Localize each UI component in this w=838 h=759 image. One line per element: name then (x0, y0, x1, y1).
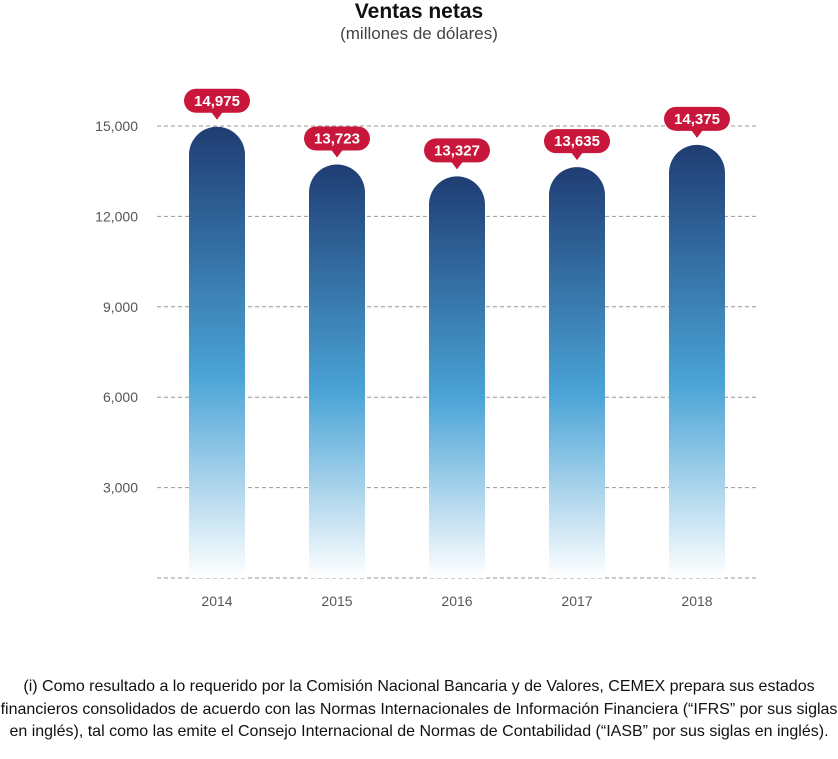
data-label-text: 13,327 (434, 142, 480, 159)
data-label-text: 14,975 (194, 93, 240, 110)
data-label-pointer (331, 149, 343, 158)
x-tick-label: 2016 (441, 593, 472, 609)
data-label-bubble (424, 138, 490, 163)
y-tick-label: 3,000 (103, 480, 138, 496)
data-label: 13,635 (544, 129, 610, 161)
data-label-pointer (451, 161, 463, 170)
data-label-bubble (304, 126, 370, 151)
y-tick-label: 12,000 (95, 208, 138, 224)
x-tick-label: 2014 (201, 593, 232, 609)
x-tick-label: 2017 (561, 593, 592, 609)
x-tick-label: 2018 (681, 593, 712, 609)
data-label-bubble (664, 106, 730, 131)
footnote: (i) Como resultado a lo requerido por la… (0, 678, 838, 740)
y-tick-label: 9,000 (103, 299, 138, 315)
data-label: 13,327 (424, 138, 490, 170)
data-label-bubble (184, 88, 250, 113)
bars (189, 126, 725, 579)
data-labels: 14,975 13,723 13,327 13,635 14,375 (184, 88, 730, 170)
bar (669, 144, 725, 578)
bar (429, 176, 485, 578)
grid-lines (157, 125, 757, 579)
data-label: 13,723 (304, 126, 370, 158)
data-label: 14,375 (664, 106, 730, 138)
x-axis-ticks: 2014 2015 2016 2017 2018 (201, 593, 712, 609)
x-tick-label: 2015 (321, 593, 352, 609)
chart-subtitle: (millones de dólares) (340, 24, 498, 43)
data-label: 14,975 (184, 88, 250, 120)
y-tick-label: 15,000 (95, 118, 138, 134)
y-tick-label: 6,000 (103, 389, 138, 405)
data-label-text: 13,723 (314, 130, 360, 147)
bar (549, 167, 605, 578)
data-label-pointer (571, 152, 583, 161)
bar (189, 126, 245, 579)
data-label-pointer (691, 129, 703, 138)
data-label-text: 13,635 (554, 133, 600, 150)
bar (309, 164, 365, 578)
data-label-pointer (211, 111, 223, 120)
y-axis-ticks: 3,000 6,000 9,000 12,000 15,000 (95, 118, 138, 496)
data-label-bubble (544, 129, 610, 154)
chart-title: Ventas netas (354, 0, 484, 23)
data-label-text: 14,375 (674, 111, 720, 128)
bar-chart: 3,000 6,000 9,000 12,000 15,000 14,975 13,723… (95, 88, 757, 609)
